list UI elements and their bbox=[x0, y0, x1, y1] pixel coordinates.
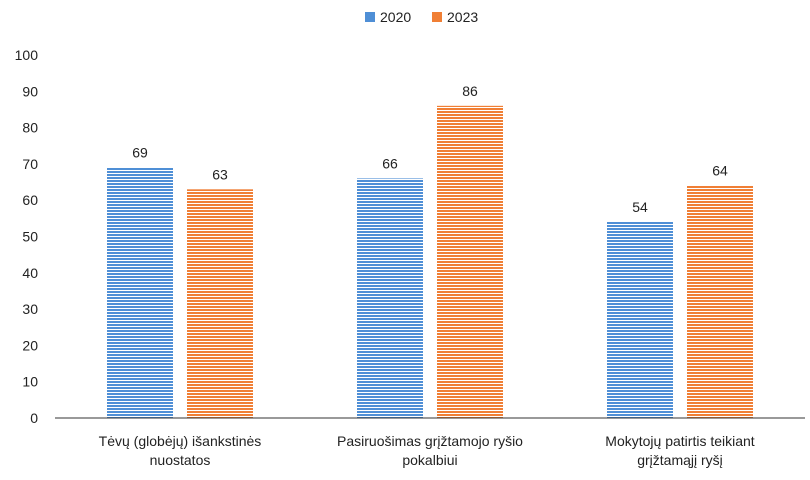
y-tick-label: 0 bbox=[30, 410, 38, 426]
legend-item-2020: 2020 bbox=[365, 9, 411, 25]
y-tick-label: 70 bbox=[22, 156, 38, 172]
y-tick-label: 90 bbox=[22, 83, 38, 99]
legend-swatch-2023 bbox=[432, 12, 442, 22]
bar-2020-1 bbox=[357, 178, 423, 418]
data-label-2020-1: 66 bbox=[382, 155, 398, 171]
x-category-label: nuostatos bbox=[150, 452, 211, 468]
x-axis: Tėvų (globėjų) išankstinės nuostatos Pasir… bbox=[55, 417, 805, 468]
legend: 2020 2023 bbox=[365, 9, 478, 25]
bar-2020-0 bbox=[107, 167, 173, 418]
legend-label-2020: 2020 bbox=[380, 9, 411, 25]
bar-2020-2 bbox=[607, 221, 673, 418]
y-tick-label: 20 bbox=[22, 337, 38, 353]
bars: 69 63 66 86 54 64 bbox=[107, 83, 753, 418]
data-label-2023-2: 64 bbox=[712, 163, 728, 179]
legend-item-2023: 2023 bbox=[432, 9, 478, 25]
legend-label-2023: 2023 bbox=[447, 9, 478, 25]
legend-swatch-2020 bbox=[365, 12, 375, 22]
y-tick-label: 40 bbox=[22, 265, 38, 281]
y-tick-label: 50 bbox=[22, 229, 38, 245]
y-tick-label: 10 bbox=[22, 374, 38, 390]
x-category-label: Pasiruošimas grįžtamojo ryšio bbox=[337, 433, 523, 449]
x-category-label: grįžtamąjį ryšį bbox=[637, 452, 723, 468]
y-tick-label: 100 bbox=[15, 47, 39, 63]
data-label-2020-2: 54 bbox=[632, 199, 648, 215]
x-category-label: pokalbiui bbox=[402, 452, 457, 468]
x-category-label: Tėvų (globėjų) išankstinės bbox=[99, 433, 262, 449]
x-category-label: Mokytojų patirtis teikiant bbox=[605, 433, 755, 449]
data-label-2023-1: 86 bbox=[462, 83, 478, 99]
y-tick-label: 60 bbox=[22, 192, 38, 208]
y-tick-label: 30 bbox=[22, 301, 38, 317]
bar-2023-2 bbox=[687, 185, 753, 418]
y-axis: 0 10 20 30 40 50 60 70 80 90 100 bbox=[15, 47, 39, 426]
data-label-2023-0: 63 bbox=[212, 166, 228, 182]
bar-2023-1 bbox=[437, 105, 503, 418]
y-tick-label: 80 bbox=[22, 120, 38, 136]
bar-2023-0 bbox=[187, 189, 253, 418]
data-label-2020-0: 69 bbox=[132, 145, 148, 161]
